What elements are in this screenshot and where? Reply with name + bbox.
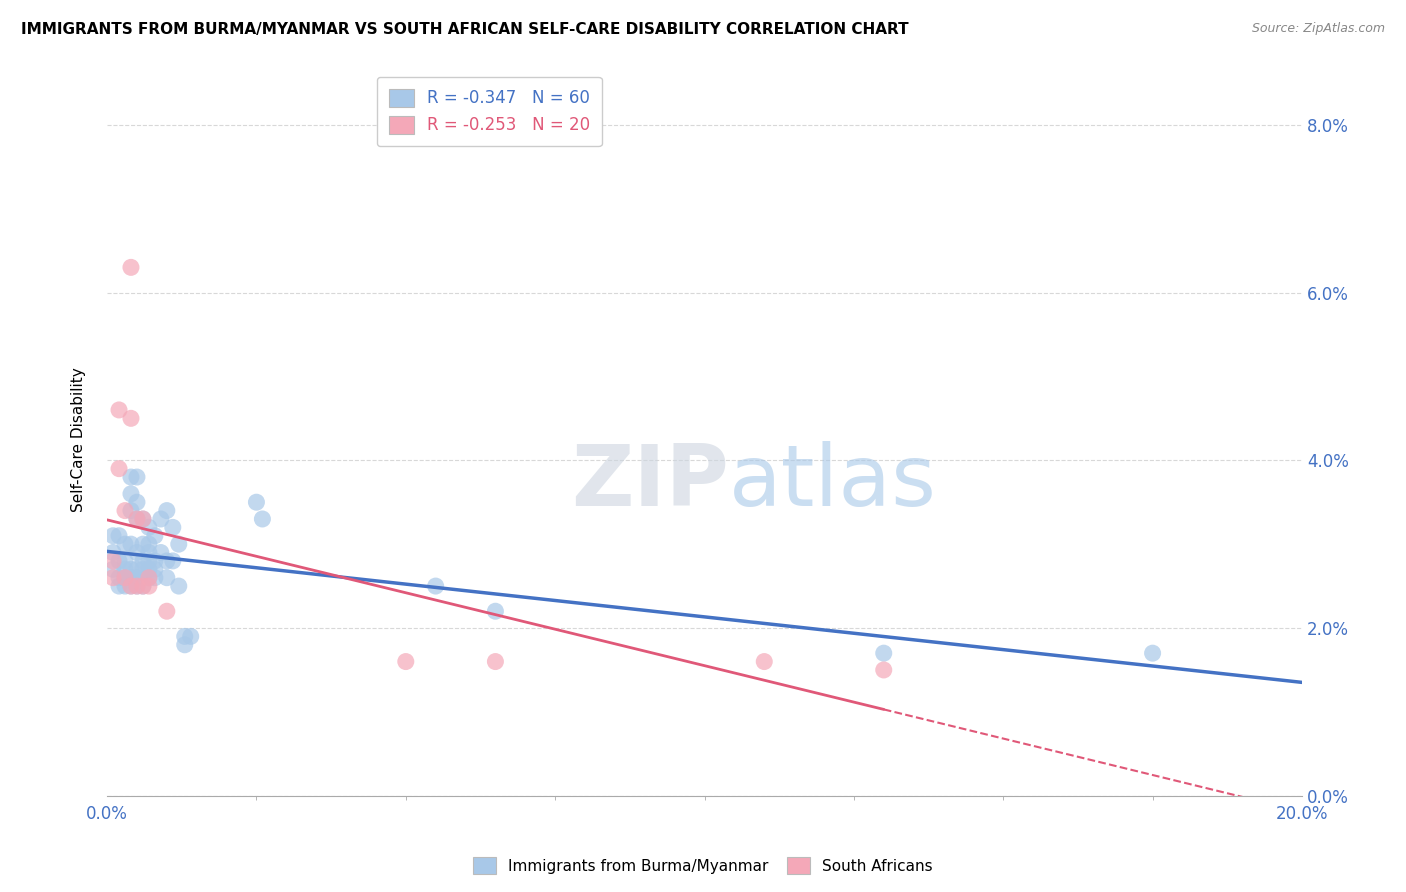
Point: [125, 579, 148, 593]
Point: [132, 579, 155, 593]
Point: [101, 554, 124, 568]
Point: [245, 495, 267, 509]
Point: [120, 503, 142, 517]
Point: [101, 545, 124, 559]
Point: [108, 529, 131, 543]
Point: [101, 529, 124, 543]
Point: [114, 571, 136, 585]
Point: [873, 646, 896, 660]
Point: [108, 554, 131, 568]
Point: [173, 629, 195, 643]
Point: [162, 554, 184, 568]
Point: [143, 554, 166, 568]
Point: [125, 470, 148, 484]
Point: [132, 537, 155, 551]
Point: [156, 554, 179, 568]
Point: [125, 512, 148, 526]
Point: [125, 579, 148, 593]
Point: [132, 512, 155, 526]
Point: [143, 562, 166, 576]
Point: [149, 545, 172, 559]
Point: [108, 571, 131, 585]
Text: Source: ZipAtlas.com: Source: ZipAtlas.com: [1251, 22, 1385, 36]
Point: [125, 562, 148, 576]
Point: [125, 545, 148, 559]
Point: [395, 655, 418, 669]
Point: [125, 512, 148, 526]
Point: [149, 512, 172, 526]
Point: [120, 470, 142, 484]
Point: [132, 512, 155, 526]
Point: [138, 562, 160, 576]
Point: [114, 537, 136, 551]
Point: [873, 663, 896, 677]
Point: [167, 537, 190, 551]
Point: [132, 554, 155, 568]
Text: ZIP: ZIP: [571, 441, 728, 524]
Point: [114, 562, 136, 576]
Point: [180, 629, 202, 643]
Point: [114, 579, 136, 593]
Point: [156, 604, 179, 618]
Point: [120, 411, 142, 425]
Point: [484, 604, 506, 618]
Point: [114, 554, 136, 568]
Legend: R = -0.347   N = 60, R = -0.253   N = 20: R = -0.347 N = 60, R = -0.253 N = 20: [377, 77, 602, 146]
Point: [108, 403, 131, 417]
Text: IMMIGRANTS FROM BURMA/MYANMAR VS SOUTH AFRICAN SELF-CARE DISABILITY CORRELATION : IMMIGRANTS FROM BURMA/MYANMAR VS SOUTH A…: [21, 22, 908, 37]
Point: [120, 537, 142, 551]
Point: [173, 638, 195, 652]
Point: [120, 487, 142, 501]
Point: [167, 579, 190, 593]
Text: atlas: atlas: [728, 441, 936, 524]
Point: [114, 571, 136, 585]
Point: [132, 571, 155, 585]
Point: [754, 655, 776, 669]
Point: [425, 579, 447, 593]
Point: [120, 562, 142, 576]
Point: [125, 571, 148, 585]
Point: [114, 503, 136, 517]
Point: [143, 529, 166, 543]
Point: [138, 571, 160, 585]
Point: [108, 461, 131, 475]
Point: [138, 537, 160, 551]
Point: [132, 579, 155, 593]
Point: [108, 579, 131, 593]
Point: [143, 571, 166, 585]
Point: [138, 579, 160, 593]
Legend: Immigrants from Burma/Myanmar, South Africans: Immigrants from Burma/Myanmar, South Afr…: [467, 851, 939, 880]
Point: [120, 579, 142, 593]
Y-axis label: Self-Care Disability: Self-Care Disability: [72, 367, 86, 512]
Point: [252, 512, 274, 526]
Point: [138, 545, 160, 559]
Point: [156, 503, 179, 517]
Point: [120, 260, 142, 275]
Point: [1142, 646, 1164, 660]
Point: [484, 655, 506, 669]
Point: [120, 571, 142, 585]
Point: [101, 562, 124, 576]
Point: [138, 571, 160, 585]
Point: [138, 520, 160, 534]
Point: [138, 554, 160, 568]
Point: [120, 579, 142, 593]
Point: [101, 571, 124, 585]
Point: [125, 495, 148, 509]
Point: [156, 571, 179, 585]
Point: [132, 562, 155, 576]
Point: [162, 520, 184, 534]
